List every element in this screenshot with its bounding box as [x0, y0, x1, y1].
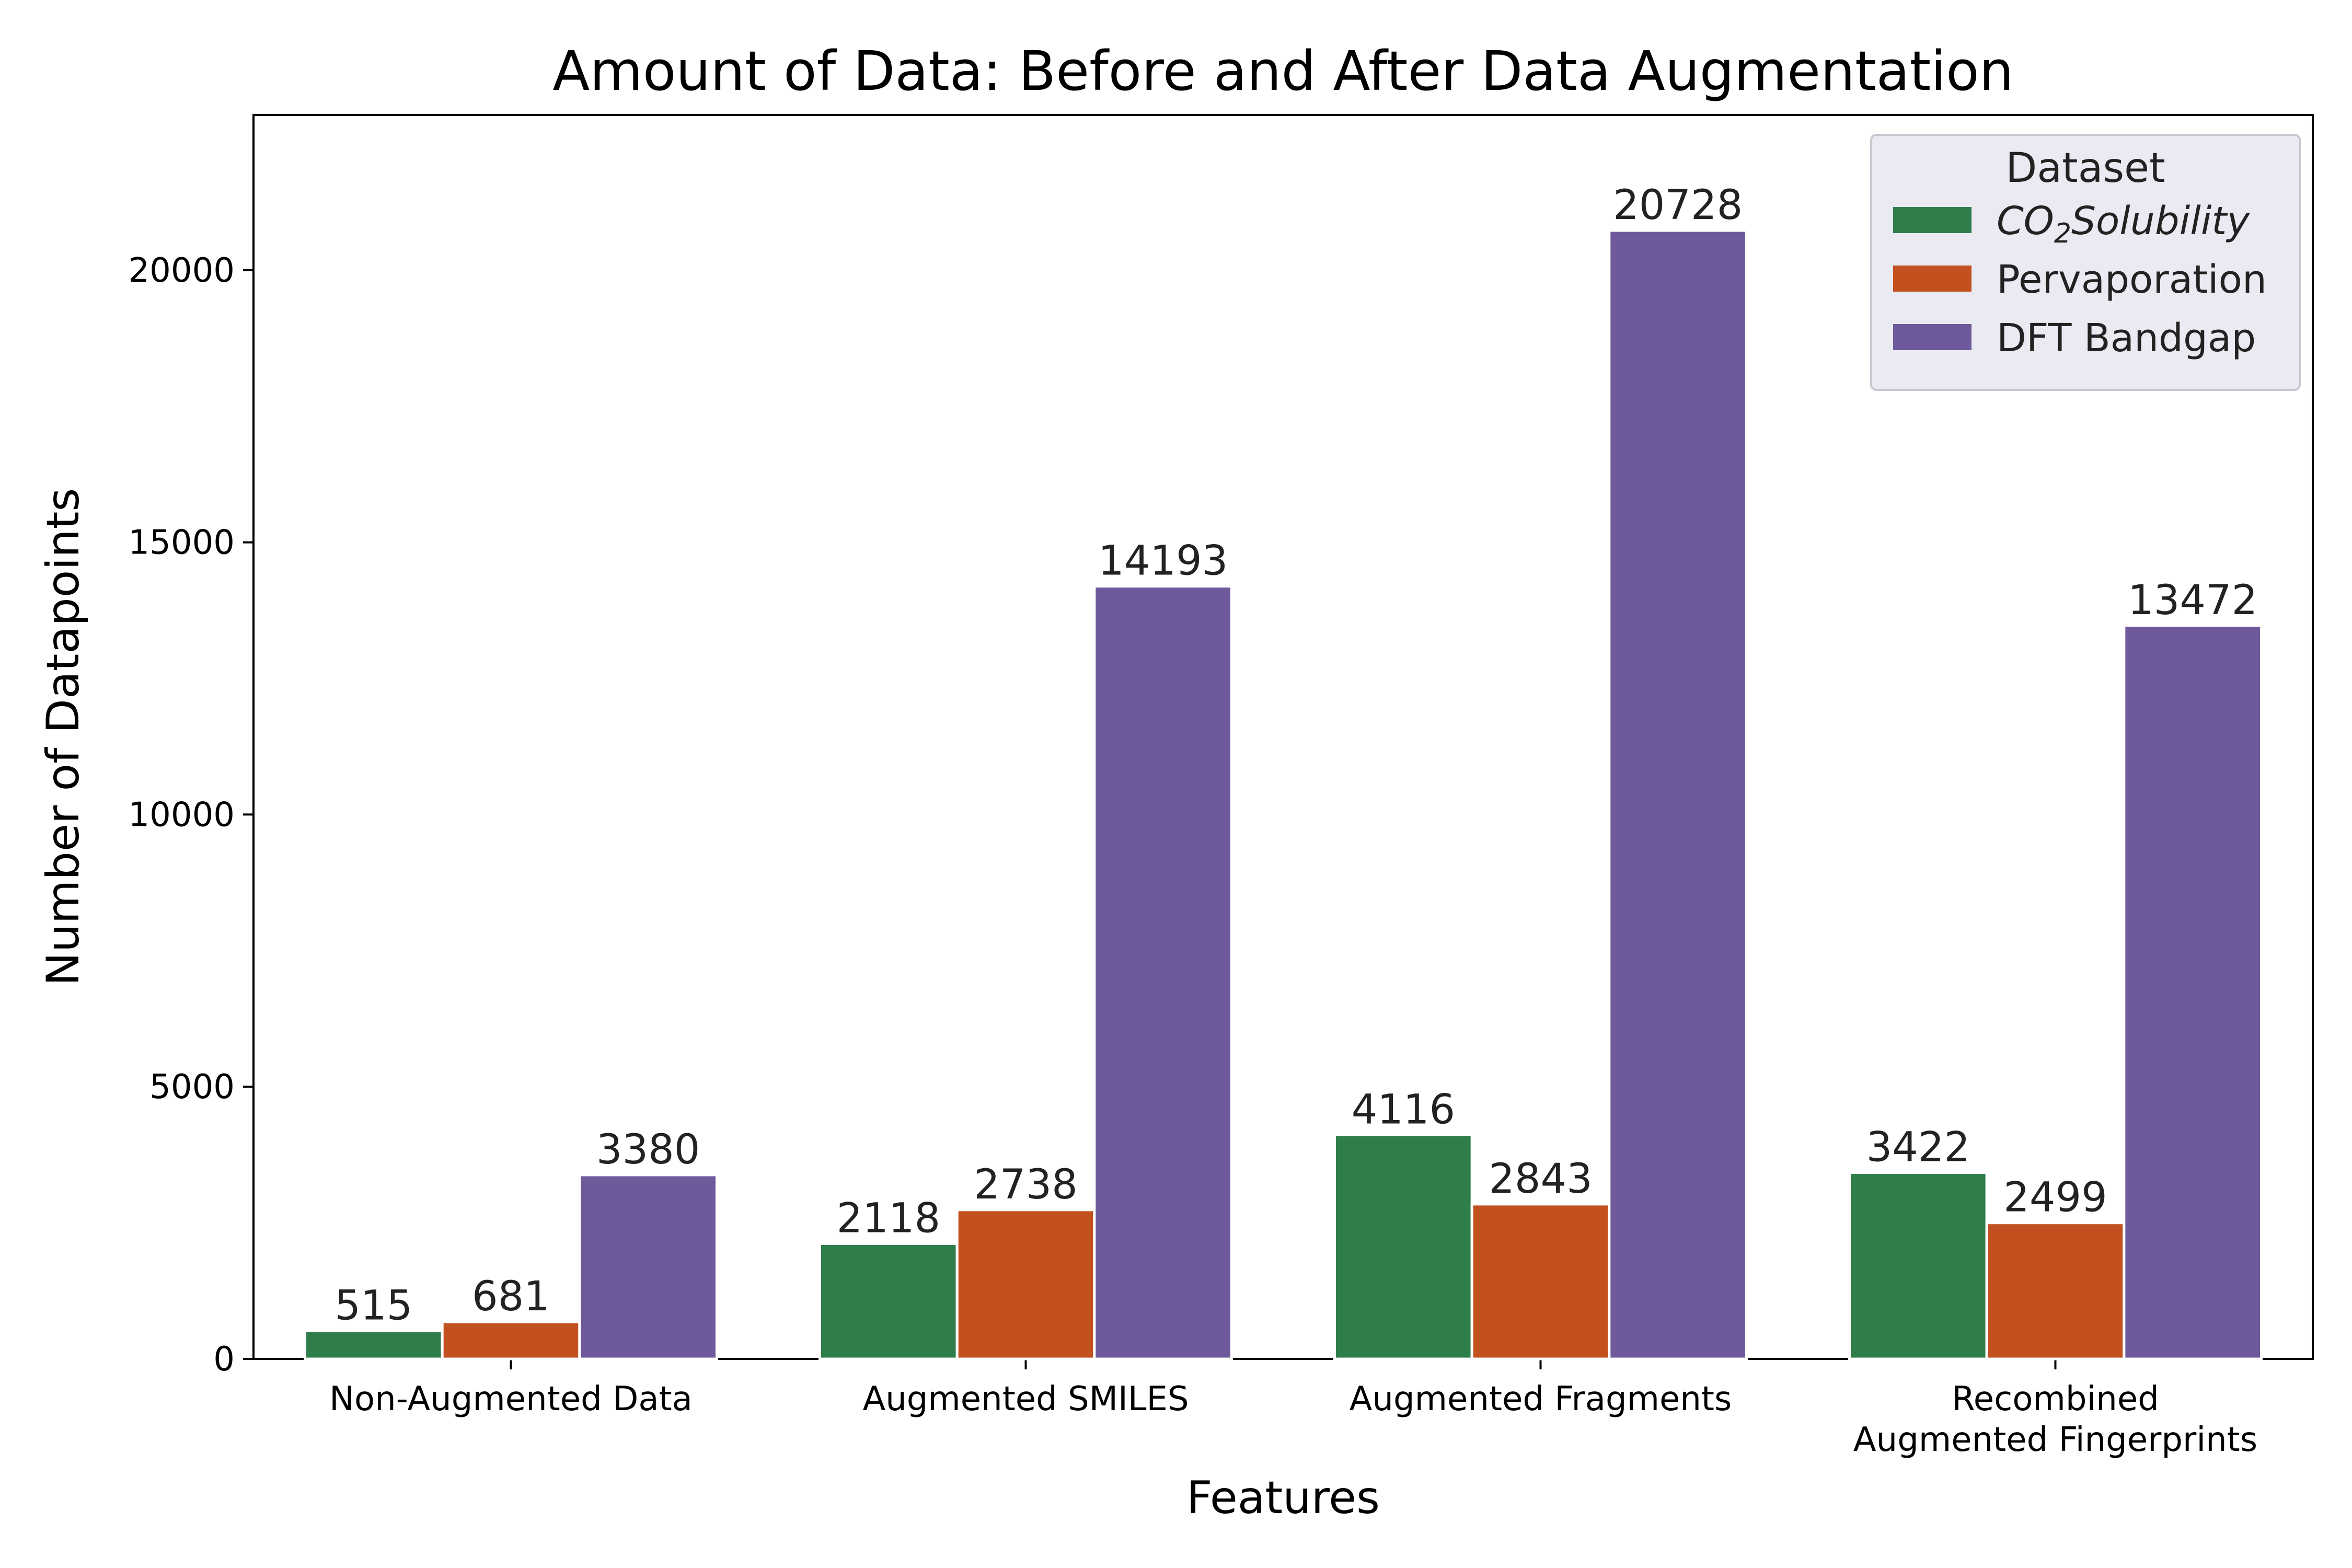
- bar-value-label: 515: [335, 1282, 412, 1329]
- bar-value-label: 20728: [1613, 182, 1743, 229]
- bar-value-label: 4116: [1352, 1086, 1456, 1133]
- bar: [2123, 624, 2263, 1361]
- bar: [578, 1173, 719, 1361]
- bar: [1985, 1221, 2126, 1361]
- y-axis-title: Number of Datapoints: [37, 488, 89, 986]
- legend-swatch: [1893, 324, 1971, 350]
- plot-area: 0 5000 10000 15000 20000 Non-Augmented Data 51…: [128, 114, 2314, 1459]
- legend-swatch: [1893, 207, 1971, 233]
- y-tick-label: 5000: [149, 1068, 235, 1106]
- bar-value-label: 2118: [837, 1195, 941, 1242]
- bar: [818, 1242, 959, 1361]
- legend-swatch: [1893, 266, 1971, 292]
- bar: [441, 1320, 581, 1361]
- bar: [1848, 1171, 1988, 1361]
- bar-value-label: 14193: [1098, 538, 1228, 585]
- bar: [1470, 1203, 1611, 1361]
- x-tick-label: Augmented Fingerprints: [1853, 1421, 2257, 1459]
- bar: [1093, 585, 1233, 1361]
- legend-label: CO2Solubility: [1997, 199, 2250, 249]
- y-tick-label: 15000: [128, 524, 235, 562]
- x-tick-label: Augmented SMILES: [862, 1380, 1189, 1419]
- legend-label: Pervaporation: [1997, 257, 2267, 302]
- y-tick-label: 10000: [128, 795, 235, 834]
- plot-frame: [252, 114, 2314, 1360]
- y-tick-label: 0: [213, 1340, 235, 1379]
- bar-value-label: 681: [472, 1273, 550, 1320]
- bar: [1608, 229, 1748, 1361]
- legend-box: [1870, 134, 2301, 391]
- bar-value-label: 2843: [1489, 1156, 1593, 1203]
- legend-title: Dataset: [2005, 145, 2165, 192]
- x-tick-label: Augmented Fragments: [1350, 1380, 1732, 1419]
- bar: [1333, 1133, 1473, 1361]
- bar-value-label: 13472: [2128, 577, 2257, 624]
- legend: Dataset CO2Solubility Pervaporation DFT Ban…: [1870, 134, 2301, 391]
- bar-value-label: 3380: [596, 1126, 700, 1173]
- x-axis-title: Features: [1186, 1472, 1380, 1524]
- x-tick-label: Recombined: [1952, 1380, 2159, 1419]
- legend-label: DFT Bandgap: [1997, 316, 2256, 361]
- x-tick-label: Non-Augmented Data: [329, 1380, 693, 1419]
- bar-value-label: 2499: [2003, 1174, 2107, 1221]
- bar: [955, 1208, 1096, 1361]
- bar: [304, 1329, 444, 1361]
- bar-value-label: 2738: [974, 1161, 1078, 1208]
- chart-title: Amount of Data: Before and After Data Au…: [552, 39, 2013, 103]
- bar-value-label: 3422: [1866, 1124, 1970, 1171]
- y-tick-label: 20000: [128, 251, 235, 290]
